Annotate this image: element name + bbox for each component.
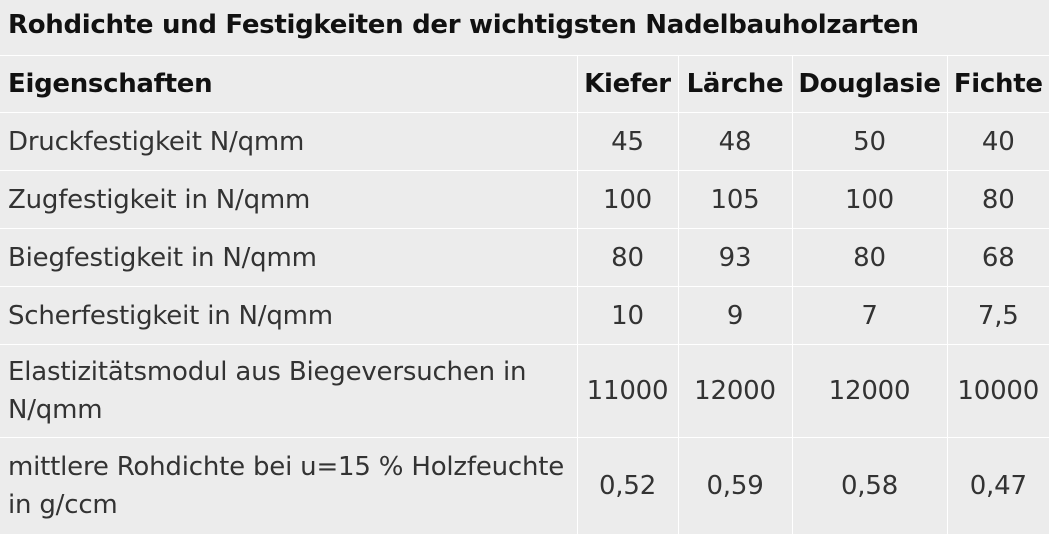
cell-laerche: 105 bbox=[678, 171, 792, 229]
header-row: Eigenschaften Kiefer Lärche Douglasie Fi… bbox=[0, 56, 1049, 113]
table-row: Zugfestigkeit in N/qmm 100 105 100 80 bbox=[0, 171, 1049, 229]
cell-laerche: 48 bbox=[678, 113, 792, 171]
header-laerche: Lärche bbox=[678, 56, 792, 113]
cell-douglasie: 12000 bbox=[792, 345, 947, 438]
cell-douglasie: 50 bbox=[792, 113, 947, 171]
header-kiefer: Kiefer bbox=[577, 56, 678, 113]
cell-laerche: 12000 bbox=[678, 345, 792, 438]
cell-fichte: 80 bbox=[947, 171, 1049, 229]
table-row: Druckfestigkeit N/qmm 45 48 50 40 bbox=[0, 113, 1049, 171]
header-douglasie: Douglasie bbox=[792, 56, 947, 113]
cell-fichte: 40 bbox=[947, 113, 1049, 171]
cell-kiefer: 80 bbox=[577, 229, 678, 287]
cell-laerche: 93 bbox=[678, 229, 792, 287]
cell-kiefer: 11000 bbox=[577, 345, 678, 438]
row-label: Elastizitätsmodul aus Biegeversuchen in … bbox=[0, 345, 577, 438]
cell-laerche: 9 bbox=[678, 287, 792, 345]
cell-laerche: 0,59 bbox=[678, 438, 792, 534]
table-row: mittlere Rohdichte bei u=15 % Holzfeucht… bbox=[0, 438, 1049, 534]
row-label: Zugfestigkeit in N/qmm bbox=[0, 171, 577, 229]
row-label: mittlere Rohdichte bei u=15 % Holzfeucht… bbox=[0, 438, 577, 534]
cell-fichte: 7,5 bbox=[947, 287, 1049, 345]
cell-douglasie: 7 bbox=[792, 287, 947, 345]
cell-fichte: 68 bbox=[947, 229, 1049, 287]
table-row: Biegfestigkeit in N/qmm 80 93 80 68 bbox=[0, 229, 1049, 287]
cell-douglasie: 0,58 bbox=[792, 438, 947, 534]
row-label: Druckfestigkeit N/qmm bbox=[0, 113, 577, 171]
table-row: Scherfestigkeit in N/qmm 10 9 7 7,5 bbox=[0, 287, 1049, 345]
wood-properties-table: Eigenschaften Kiefer Lärche Douglasie Fi… bbox=[0, 55, 1049, 534]
table-row: Elastizitätsmodul aus Biegeversuchen in … bbox=[0, 345, 1049, 438]
cell-kiefer: 0,52 bbox=[577, 438, 678, 534]
row-label: Biegfestigkeit in N/qmm bbox=[0, 229, 577, 287]
header-fichte: Fichte bbox=[947, 56, 1049, 113]
cell-kiefer: 10 bbox=[577, 287, 678, 345]
cell-kiefer: 100 bbox=[577, 171, 678, 229]
cell-kiefer: 45 bbox=[577, 113, 678, 171]
row-label: Scherfestigkeit in N/qmm bbox=[0, 287, 577, 345]
cell-douglasie: 80 bbox=[792, 229, 947, 287]
cell-fichte: 0,47 bbox=[947, 438, 1049, 534]
cell-fichte: 10000 bbox=[947, 345, 1049, 438]
table-caption: Rohdichte und Festigkeiten der wichtigst… bbox=[0, 0, 1049, 55]
cell-douglasie: 100 bbox=[792, 171, 947, 229]
header-eigenschaften: Eigenschaften bbox=[0, 56, 577, 113]
